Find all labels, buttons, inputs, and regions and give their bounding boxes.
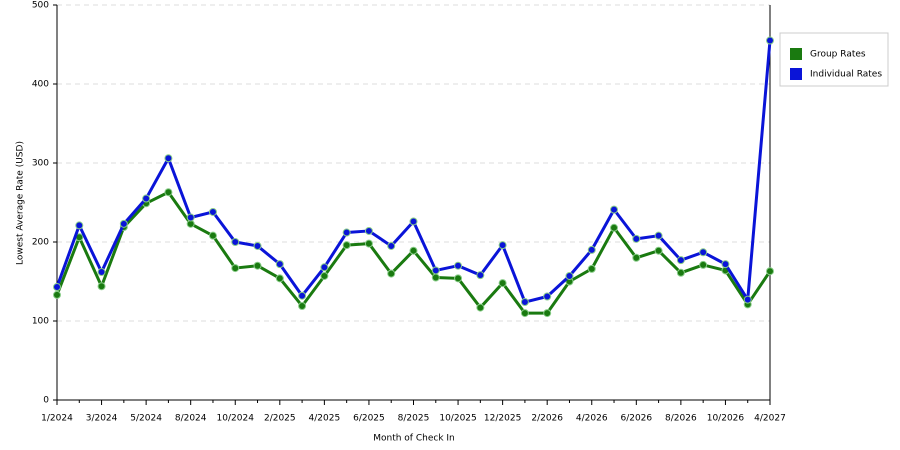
point: [186, 213, 195, 222]
point: [164, 154, 173, 163]
point: [632, 253, 641, 262]
point: [431, 266, 440, 275]
x-tick-label: 8/2026: [665, 414, 697, 424]
point: [320, 271, 329, 280]
point: [253, 261, 262, 270]
point: [476, 303, 485, 312]
point: [476, 271, 485, 280]
point: [676, 256, 685, 265]
x-tick-label: 2/2026: [531, 414, 563, 424]
y-tick-label: 0: [43, 396, 49, 406]
point: [53, 283, 61, 292]
point: [632, 234, 641, 243]
x-tick-label: 8/2025: [398, 414, 430, 424]
point: [498, 241, 507, 250]
point: [520, 309, 529, 318]
point: [275, 260, 284, 269]
point: [543, 292, 552, 301]
point: [97, 268, 106, 277]
point: [654, 231, 663, 240]
point: [454, 274, 463, 283]
x-tick-label: 8/2024: [175, 414, 207, 424]
x-axis-label: Month of Check In: [373, 434, 455, 444]
point: [676, 268, 685, 277]
point: [766, 267, 774, 276]
y-tick-label: 300: [32, 159, 49, 169]
x-tick-label: 4/2026: [576, 414, 608, 424]
x-tick-label: 6/2026: [620, 414, 652, 424]
x-tick-label: 10/2024: [217, 414, 255, 424]
point: [53, 290, 61, 299]
point: [409, 246, 418, 255]
point: [520, 298, 529, 307]
point: [543, 309, 552, 318]
point: [699, 260, 708, 269]
legend-label: Group Rates: [810, 50, 866, 60]
y-tick-label: 400: [32, 80, 49, 90]
x-tick-label: 3/2024: [86, 414, 118, 424]
point: [231, 264, 240, 273]
point: [342, 228, 351, 237]
point: [320, 263, 329, 272]
legend-label: Individual Rates: [810, 70, 882, 80]
y-tick-label: 200: [32, 238, 49, 248]
x-tick-label: 2/2025: [264, 414, 296, 424]
point: [75, 221, 84, 230]
point: [565, 271, 574, 280]
point: [142, 194, 151, 203]
y-axis-label: Lowest Average Rate (USD): [16, 141, 26, 265]
point: [587, 264, 596, 273]
y-tick-label: 500: [32, 1, 49, 11]
point: [275, 274, 284, 283]
point: [231, 238, 240, 246]
x-tick-label: 12/2025: [484, 414, 521, 424]
point: [699, 248, 708, 257]
point: [498, 279, 507, 288]
point: [364, 226, 373, 235]
y-tick-label: 100: [32, 317, 49, 327]
x-tick-label: 4/2025: [309, 414, 341, 424]
point: [431, 273, 440, 282]
point: [119, 219, 128, 228]
point: [454, 261, 463, 270]
x-tick-label: 10/2026: [707, 414, 745, 424]
x-tick-label: 5/2024: [130, 414, 162, 424]
point: [364, 239, 373, 248]
point: [164, 188, 173, 197]
point: [208, 231, 217, 240]
point: [208, 207, 217, 216]
x-tick-label: 4/2027: [754, 414, 786, 424]
point: [387, 241, 396, 250]
x-tick-label: 6/2025: [353, 414, 385, 424]
point: [766, 36, 774, 45]
x-tick-label: 1/2024: [41, 414, 73, 424]
point: [97, 282, 106, 291]
point: [610, 205, 619, 214]
point: [721, 260, 730, 269]
x-tick-label: 10/2025: [439, 414, 476, 424]
point: [409, 217, 418, 226]
point: [253, 241, 262, 250]
point: [654, 246, 663, 255]
point: [387, 269, 396, 278]
series-line: [55, 40, 772, 304]
legend-swatch: [790, 48, 802, 60]
legend-swatch: [790, 68, 802, 80]
point: [587, 245, 596, 254]
point: [342, 241, 351, 250]
point: [298, 301, 307, 310]
point: [743, 295, 752, 304]
point: [298, 291, 307, 300]
point: [610, 223, 619, 232]
